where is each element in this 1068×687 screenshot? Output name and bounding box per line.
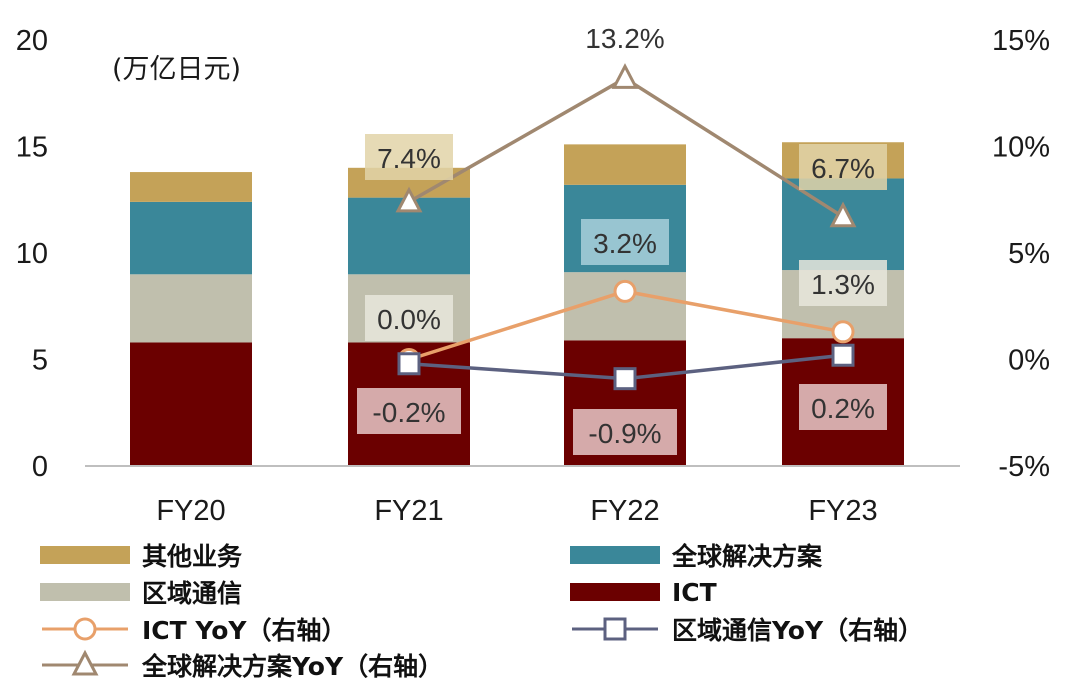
data-label-box [799, 144, 887, 190]
line-point [831, 343, 855, 367]
data-label-box [581, 219, 669, 265]
data-label: 6.7% [811, 153, 875, 184]
right-axis-tick-label: 15% [992, 25, 1050, 57]
unit-label: (万亿日元) [112, 54, 241, 85]
legend-label-ict-yoy: ICT YoY（右轴） [142, 616, 347, 645]
data-label-box [365, 295, 453, 341]
data-label-box [357, 388, 461, 434]
data-label: 0.0% [377, 304, 441, 335]
data-label: 1.3% [811, 269, 875, 300]
data-label-box [573, 409, 677, 455]
data-label: 3.2% [593, 228, 657, 259]
legend-label-global-yoy: 全球解决方案YoY（右轴） [142, 652, 444, 681]
legend-item-ict: ICT [570, 575, 717, 609]
category-label: FY22 [590, 495, 659, 527]
line-point [395, 186, 423, 213]
stacked-bar-line-chart: (万亿日元) 0 5 10 15 20 -5% 0% 5% 10% 15% 0.0% 3.2% 1.… [16, 23, 1050, 527]
data-label-box [799, 384, 887, 430]
legend-item-regional-yoy: 区域通信YoY（右轴） [570, 612, 923, 646]
data-label: -0.9% [588, 418, 661, 449]
left-axis-tick-label: 15 [16, 132, 48, 164]
data-label: 0.2% [811, 393, 875, 424]
legend-swatch-ict-yoy [42, 617, 128, 641]
legend-label-ict: ICT [672, 577, 717, 607]
legend-swatch-regional [40, 583, 130, 601]
data-label: -0.2% [372, 397, 445, 428]
legend-item-ict-yoy: ICT YoY（右轴） [40, 612, 347, 646]
legend-item-other: 其他业务 [40, 538, 242, 572]
legend: 其他业务 全球解决方案 区域通信 ICT ICT YoY（右轴） 区域通信YoY… [40, 538, 1060, 683]
bar-segment [130, 342, 252, 466]
category-label: FY20 [156, 495, 225, 527]
bar-segment [564, 144, 686, 185]
category-label: FY21 [374, 495, 443, 527]
legend-item-global-yoy: 全球解决方案YoY（右轴） [40, 648, 443, 682]
bar-segment [130, 274, 252, 343]
right-axis-tick-label: 5% [1008, 238, 1050, 270]
line-point [611, 63, 639, 89]
category-label: FY23 [808, 495, 877, 527]
data-label-box [799, 260, 887, 306]
legend-label-regional: 区域通信 [142, 579, 243, 608]
legend-swatch-global [570, 546, 660, 564]
legend-label-regional-yoy: 区域通信YoY（右轴） [672, 616, 924, 645]
line-point [603, 617, 627, 641]
data-label: 7.4% [377, 143, 441, 174]
line-point [831, 320, 855, 344]
data-label-box [365, 134, 453, 180]
bar-segment [130, 201, 252, 275]
line-point [73, 617, 97, 641]
legend-swatch-global-yoy [42, 649, 128, 676]
bar-segment [130, 172, 252, 202]
right-axis-tick-label: 0% [1008, 345, 1050, 377]
legend-label-other: 其他业务 [142, 542, 243, 571]
left-axis-tick-label: 5 [32, 345, 48, 377]
legend-label-global: 全球解决方案 [672, 542, 823, 571]
line-point [71, 649, 99, 676]
right-axis-tick-label: -5% [998, 451, 1050, 483]
legend-swatch-ict [570, 583, 660, 601]
legend-item-regional: 区域通信 [40, 575, 242, 609]
line-point [613, 279, 637, 303]
line-point [829, 201, 857, 228]
legend-item-global: 全球解决方案 [570, 538, 822, 572]
left-axis-tick-label: 10 [16, 238, 48, 270]
left-axis-tick-label: 20 [16, 25, 48, 57]
left-axis-tick-label: 0 [32, 451, 48, 483]
data-label: 13.2% [585, 23, 664, 54]
legend-swatch-other [40, 546, 130, 564]
right-axis-tick-label: 10% [992, 132, 1050, 164]
line-point [613, 367, 637, 391]
legend-swatch-regional-yoy [572, 617, 658, 641]
line-point [397, 352, 421, 376]
